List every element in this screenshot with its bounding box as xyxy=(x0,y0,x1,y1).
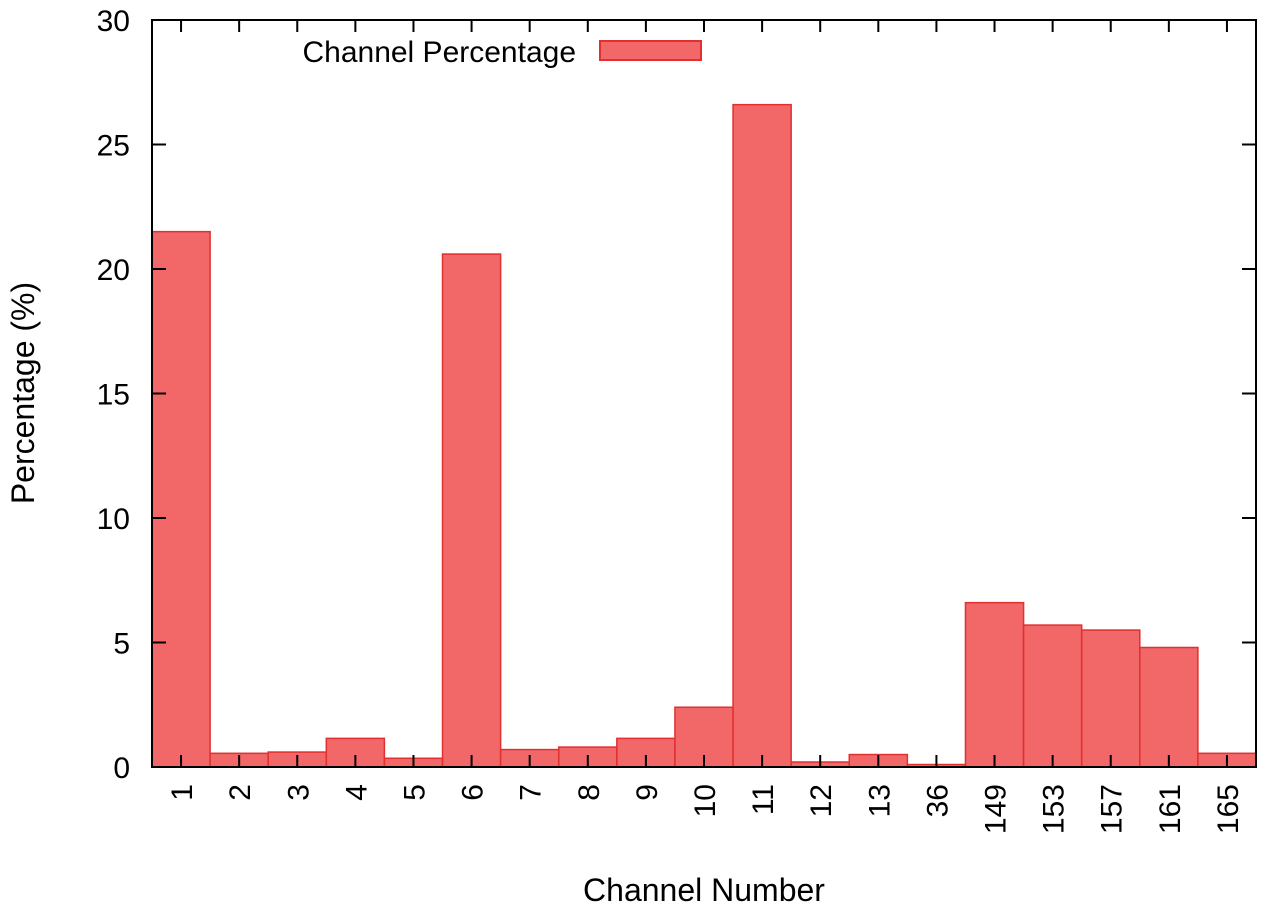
legend-label: Channel Percentage xyxy=(302,36,576,69)
bar-1 xyxy=(151,230,211,768)
legend-swatch xyxy=(599,40,702,61)
y-tick-label: 25 xyxy=(97,130,130,163)
x-tick-label: 153 xyxy=(1038,784,1071,834)
x-tick-label: 11 xyxy=(747,784,780,815)
x-tick-label: 7 xyxy=(515,784,548,801)
x-tick-label: 10 xyxy=(689,784,722,817)
x-axis-title: Channel Number xyxy=(583,872,825,908)
x-tick-label: 149 xyxy=(980,784,1013,834)
x-tick-label: 5 xyxy=(398,784,431,801)
x-axis-ticks: 1 2 3 4 5 6 7 8 9 10 11 12 13 36 149 153 157 161 165 xyxy=(166,20,1245,834)
y-tick-label: 5 xyxy=(113,628,130,661)
y-tick-label: 30 xyxy=(97,5,130,38)
y-tick-label: 20 xyxy=(97,254,130,287)
x-tick-label: 12 xyxy=(805,784,838,817)
x-tick-label: 36 xyxy=(921,784,954,817)
bar-157 xyxy=(1080,629,1141,768)
x-tick-label: 4 xyxy=(340,784,373,801)
x-tick-label: 3 xyxy=(282,784,315,801)
bar-153 xyxy=(1022,624,1083,768)
bars-group xyxy=(151,103,1257,768)
bar-6 xyxy=(441,253,502,768)
x-tick-label: 1 xyxy=(166,784,199,801)
bar-11 xyxy=(732,103,792,768)
y-tick-label: 0 xyxy=(113,752,130,785)
y-tick-label: 10 xyxy=(97,503,130,536)
legend: Channel Percentage xyxy=(302,36,702,69)
x-tick-label: 2 xyxy=(224,784,257,801)
x-tick-label: 6 xyxy=(457,784,490,801)
x-tick-label: 157 xyxy=(1096,784,1129,834)
y-axis-title: Percentage (%) xyxy=(5,282,41,504)
x-tick-label: 161 xyxy=(1154,784,1187,834)
plot-frame xyxy=(151,19,1257,768)
y-tick-label: 15 xyxy=(97,379,130,412)
x-tick-label: 9 xyxy=(631,784,664,801)
x-tick-label: 13 xyxy=(863,784,896,817)
x-tick-label: 165 xyxy=(1212,784,1245,834)
x-tick-label: 8 xyxy=(573,784,606,801)
bar-149 xyxy=(964,601,1025,768)
bar-161 xyxy=(1139,646,1199,768)
